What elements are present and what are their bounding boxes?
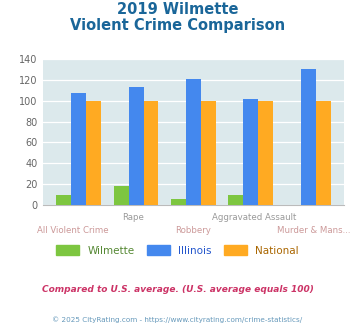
Bar (244, 99, 258, 205)
Bar (86, 101, 101, 205)
Bar (316, 101, 331, 205)
Text: Robbery: Robbery (175, 226, 212, 235)
Text: Rape: Rape (122, 213, 144, 222)
Bar (129, 87, 143, 205)
Bar (143, 101, 158, 205)
Text: Aggravated Assault: Aggravated Assault (212, 213, 296, 222)
Text: Violent Crime Comparison: Violent Crime Comparison (70, 18, 285, 33)
Text: © 2025 CityRating.com - https://www.cityrating.com/crime-statistics/: © 2025 CityRating.com - https://www.city… (53, 317, 302, 323)
Bar (186, 79, 201, 205)
Bar (56, 195, 71, 205)
Text: Compared to U.S. average. (U.S. average equals 100): Compared to U.S. average. (U.S. average … (42, 285, 313, 294)
Bar (114, 186, 129, 205)
Bar (71, 93, 86, 205)
Text: 2019 Wilmette: 2019 Wilmette (117, 2, 238, 16)
Text: Murder & Mans...: Murder & Mans... (277, 226, 351, 235)
Bar (171, 199, 186, 205)
Text: All Violent Crime: All Violent Crime (37, 226, 109, 235)
Legend: Wilmette, Illinois, National: Wilmette, Illinois, National (52, 241, 303, 260)
Bar (258, 101, 273, 205)
Bar (301, 69, 316, 205)
Bar (229, 195, 244, 205)
Bar (201, 101, 216, 205)
